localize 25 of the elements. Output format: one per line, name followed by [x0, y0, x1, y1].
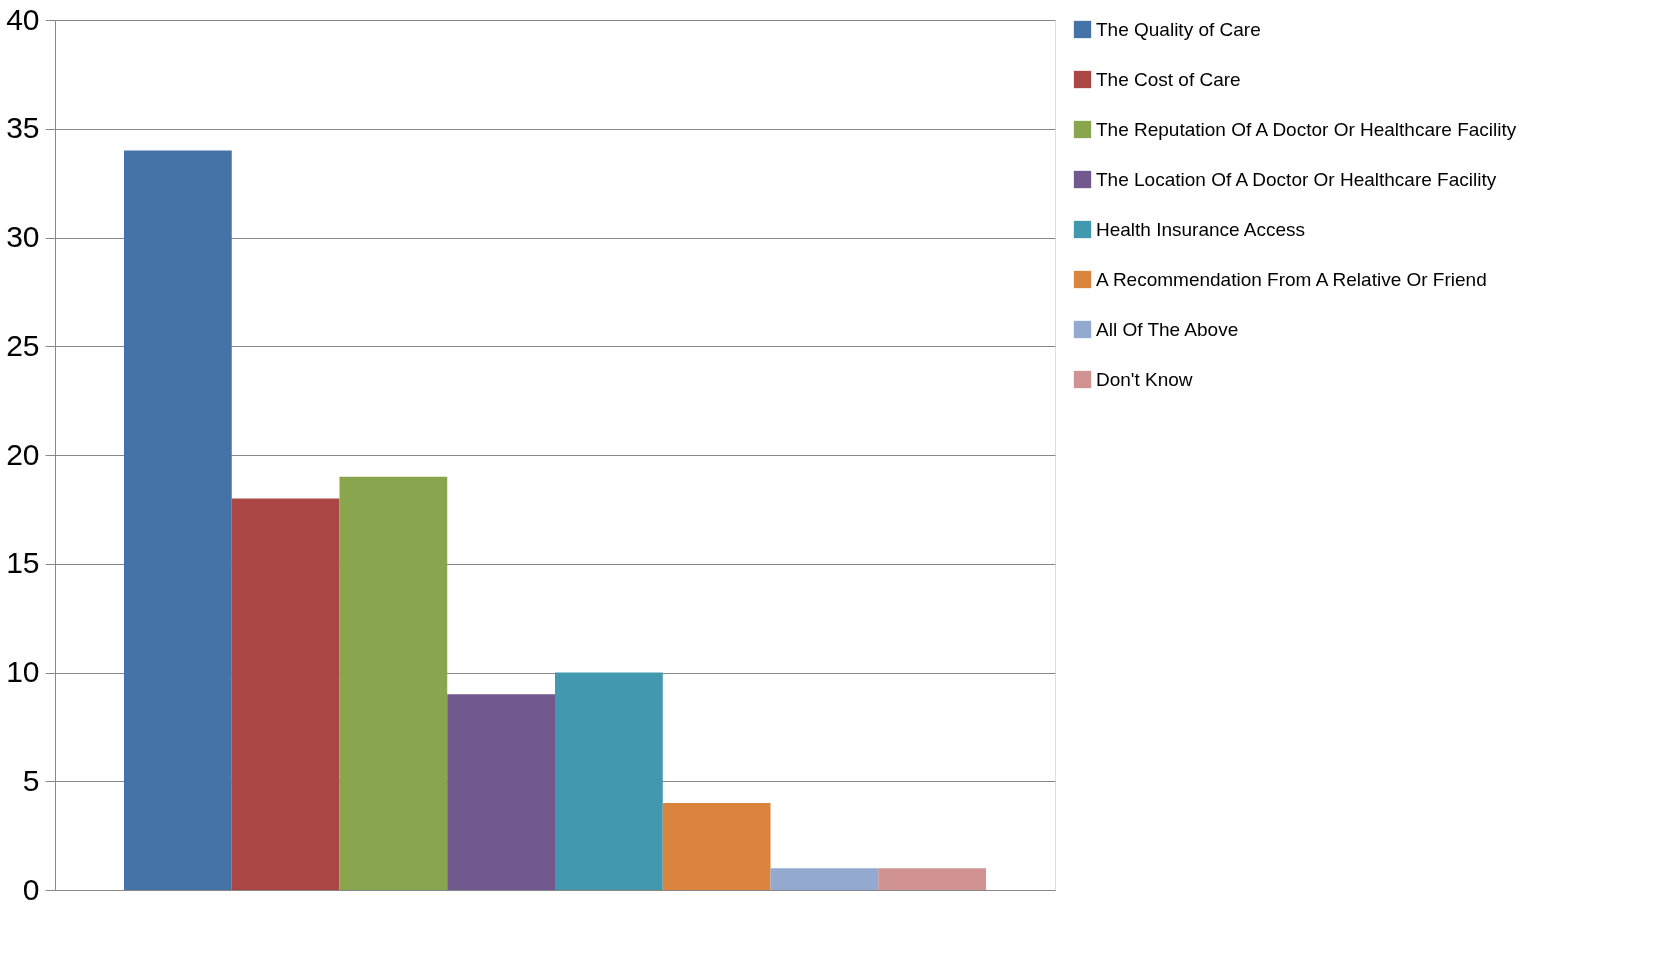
y-tick-label: 30 [6, 220, 40, 253]
legend-label: All Of The Above [1096, 318, 1239, 340]
legend-label: A Recommendation From A Relative Or Friend [1096, 268, 1487, 290]
y-tick-label: 10 [6, 655, 40, 688]
legend-label: The Cost of Care [1096, 68, 1241, 90]
legend-label: The Location Of A Doctor Or Healthcare Facility [1096, 168, 1497, 190]
bar [770, 868, 879, 890]
bar [662, 803, 771, 890]
y-tick-label: 25 [6, 328, 40, 362]
y-tick-label: 0 [22, 872, 40, 906]
bar [447, 694, 555, 890]
y-tick-label: 5 [22, 763, 40, 797]
legend-label: The Reputation Of A Doctor Or Healthcare Facility [1096, 118, 1517, 140]
bar [878, 868, 987, 890]
y-tick-label: 20 [6, 437, 40, 471]
legend-label: Health Insurance Access [1096, 218, 1306, 240]
bar [231, 498, 340, 890]
legend-label: The Quality of Care [1096, 18, 1261, 40]
bar [555, 672, 663, 890]
bar [123, 150, 232, 890]
y-tick-label: 40 [6, 2, 40, 36]
legend-label: Don't Know [1096, 368, 1193, 390]
y-tick-label: 15 [6, 546, 40, 580]
bar [339, 476, 448, 890]
y-tick-label: 35 [6, 111, 40, 145]
